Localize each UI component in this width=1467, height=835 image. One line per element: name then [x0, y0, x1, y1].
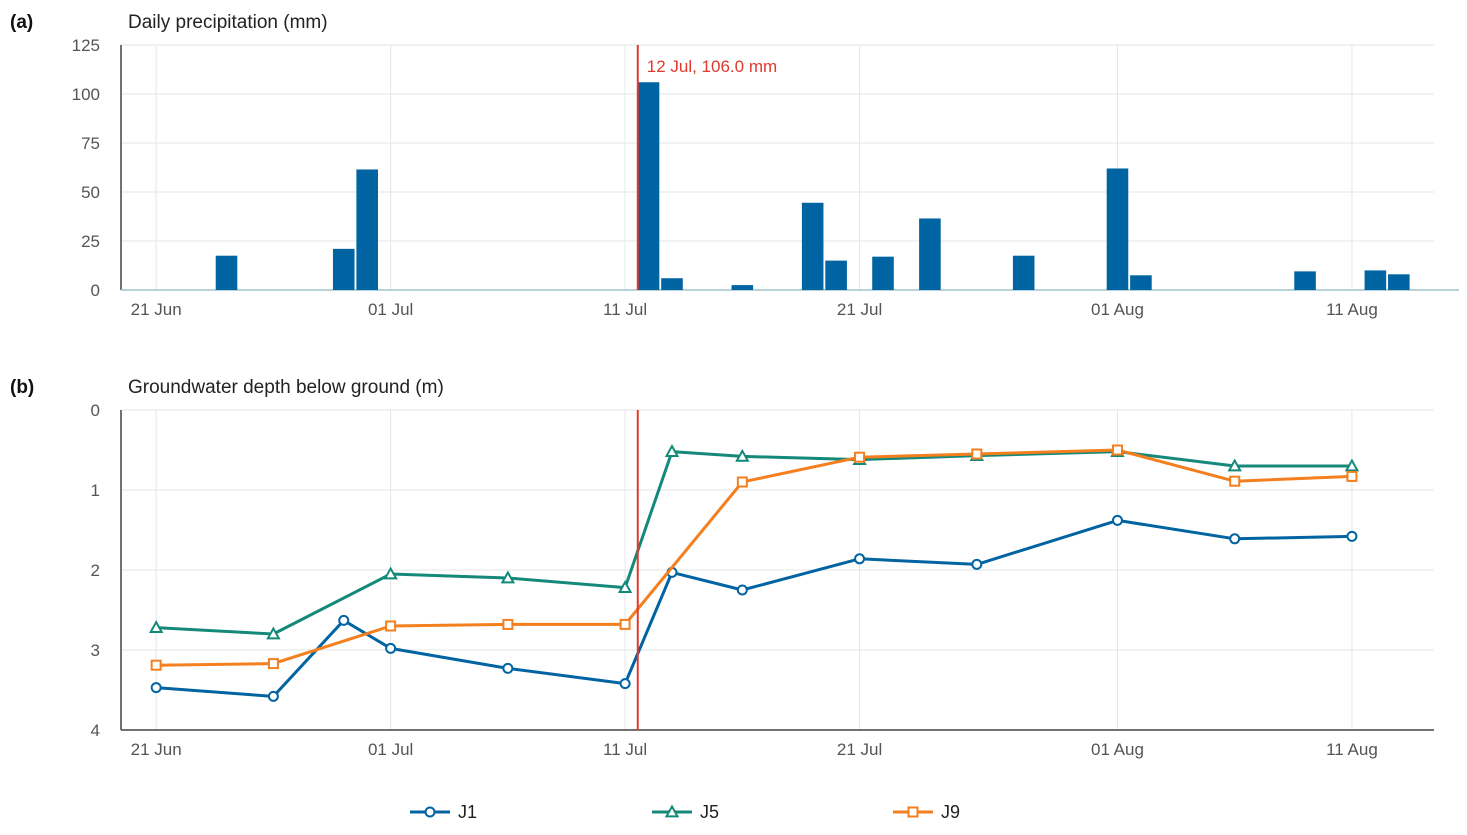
- series-point-J5: [617, 580, 633, 593]
- precip-bar: [801, 202, 824, 290]
- precip-x-tick-label: 21 Jul: [837, 300, 882, 319]
- precip-bar: [1388, 274, 1410, 290]
- precip-bar: [919, 218, 941, 290]
- precip-y-tick-label: 50: [81, 183, 100, 202]
- precip-bar: [215, 255, 238, 290]
- precip-y-tick-label: 100: [72, 85, 100, 104]
- precip-x-tick-label: 11 Aug: [1326, 300, 1378, 319]
- precip-y-tick-label: 25: [81, 232, 100, 251]
- precip-bar: [356, 169, 378, 290]
- series-point-J9: [619, 618, 631, 630]
- legend-label-J1: J1: [458, 802, 477, 822]
- panel-a-letter: (a): [10, 12, 33, 33]
- gw-x-tick-label: 11 Aug: [1326, 740, 1378, 759]
- series-point-J1: [338, 614, 350, 626]
- gw-x-tick-label: 21 Jun: [131, 740, 182, 759]
- precip-bar: [1106, 168, 1129, 290]
- precip-y-tick-label: 75: [81, 134, 100, 153]
- groundwater-plot: 0 1 2 3 4 21 Jun 01 Jul 11 Jul 21 Jul 01 Aug 11 Au…: [91, 401, 1434, 759]
- legend: J1 J5 J9: [410, 802, 960, 822]
- series-point-J5: [148, 620, 164, 633]
- series-line-J1: [156, 518, 1352, 698]
- series-point-J1: [736, 584, 748, 596]
- precip-y-tick-label: 0: [91, 281, 100, 300]
- gw-y-tick-label: 1: [91, 481, 100, 500]
- precip-bar: [637, 82, 660, 291]
- gw-y-tick-label: 3: [91, 641, 100, 660]
- series-point-J5: [266, 626, 281, 640]
- gw-y-tick-label: 0: [91, 401, 100, 420]
- series-point-J9: [150, 659, 162, 671]
- precip-x-tick-label: 11 Jul: [603, 300, 647, 319]
- precip-bar: [731, 285, 754, 290]
- precip-bar: [1294, 271, 1316, 290]
- series-point-J9: [267, 658, 279, 670]
- peak-annotation: 12 Jul, 106.0 mm: [647, 57, 777, 76]
- gw-y-tick-label: 2: [91, 561, 100, 580]
- gw-x-tick-label: 21 Jul: [837, 740, 882, 759]
- precip-bar: [872, 256, 894, 290]
- precip-x-tick-label: 01 Aug: [1091, 300, 1144, 319]
- series-point-J5: [383, 566, 398, 580]
- precip-bar: [1012, 255, 1035, 290]
- legend-label-J9: J9: [941, 802, 960, 822]
- series-point-J1: [971, 558, 983, 570]
- series-point-J9: [1111, 444, 1123, 456]
- precip-bar: [661, 278, 683, 290]
- series-point-J1: [619, 678, 631, 690]
- series-point-J1: [385, 642, 397, 654]
- precip-bar: [1364, 270, 1387, 290]
- series-point-J1: [854, 553, 866, 565]
- panel-b-title: Groundwater depth below ground (m): [128, 377, 444, 398]
- series-line-J9: [156, 448, 1352, 667]
- gw-x-tick-label: 11 Jul: [603, 740, 647, 759]
- precip-x-tick-label: 01 Jul: [368, 300, 413, 319]
- gw-x-tick-label: 01 Jul: [368, 740, 413, 759]
- series-point-J9: [1229, 475, 1241, 487]
- series-point-J1: [1111, 514, 1123, 526]
- series-point-J9: [736, 476, 748, 488]
- precip-bar: [1130, 275, 1152, 290]
- precipitation-plot: 0 25 50 75 100 125 21 Jun 01 Jul 11 Jul 21 Jul 01 …: [72, 36, 1459, 319]
- series-point-J1: [267, 690, 279, 702]
- series-point-J5: [664, 444, 680, 457]
- series-point-J9: [971, 448, 983, 460]
- series-point-J5: [500, 570, 516, 584]
- panel-b-letter: (b): [10, 377, 34, 398]
- panel-a-title: Daily precipitation (mm): [128, 12, 328, 33]
- precip-bar: [332, 248, 355, 290]
- series-point-J1: [1346, 530, 1358, 542]
- series-point-J1: [1229, 533, 1241, 545]
- precip-y-tick-label: 125: [72, 36, 100, 55]
- series-point-J9: [854, 451, 866, 463]
- gw-x-tick-label: 01 Aug: [1091, 740, 1144, 759]
- series-point-J9: [502, 618, 514, 630]
- precip-x-tick-label: 21 Jun: [131, 300, 182, 319]
- legend-marker-J5: [664, 804, 680, 818]
- legend-label-J5: J5: [700, 802, 719, 822]
- series-point-J5: [735, 448, 750, 462]
- gw-y-tick-label: 4: [91, 721, 100, 740]
- series-point-J5: [1227, 458, 1242, 472]
- legend-marker-J9: [907, 806, 919, 818]
- precip-bar: [825, 260, 847, 290]
- series-point-J9: [1346, 470, 1358, 482]
- series-point-J1: [150, 682, 162, 694]
- legend-marker-J1: [424, 806, 436, 818]
- series-point-J9: [385, 620, 397, 632]
- series-point-J1: [502, 662, 514, 674]
- series-point-J5: [1344, 458, 1360, 472]
